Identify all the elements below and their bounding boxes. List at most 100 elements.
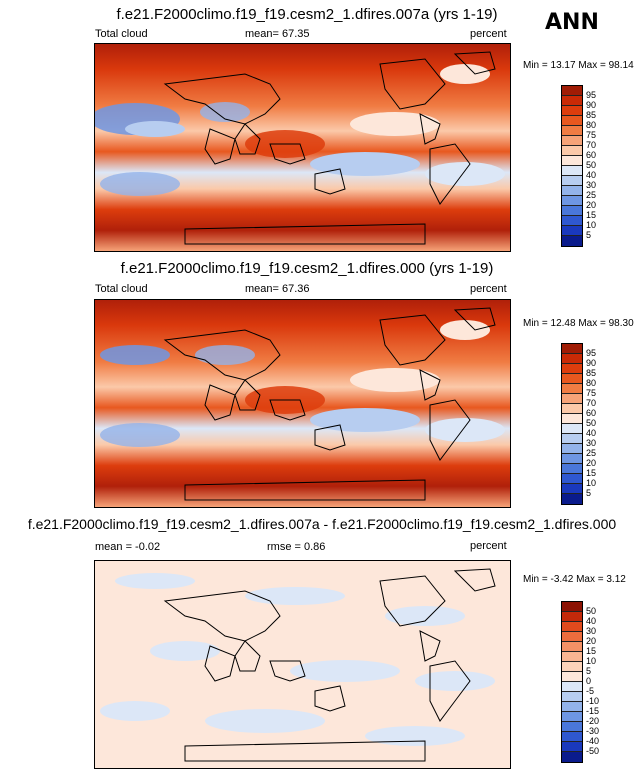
colorbar-tick-label: 75: [586, 388, 597, 398]
colorbar-tick-label: 20: [586, 458, 597, 468]
colorbar-swatch: [562, 136, 582, 146]
panel-2-minmax-label: Min = 12.48 Max = 98.30: [523, 318, 634, 329]
colorbar-tick-label: 25: [586, 190, 597, 200]
colorbar-swatch: [562, 216, 582, 226]
colorbar-tick-label: 30: [586, 626, 597, 636]
colorbar-swatch: [562, 622, 582, 632]
panel-1-units-label: percent: [470, 28, 507, 40]
colorbar-tick-label: 90: [586, 100, 597, 110]
colorbar-swatch: [562, 434, 582, 444]
colorbar-tick-label: 85: [586, 368, 597, 378]
colorbar-swatch: [562, 642, 582, 652]
colorbar-tick-label: 5: [586, 666, 592, 676]
panel-2-units-label: percent: [470, 283, 507, 295]
colorbar-swatch: [562, 226, 582, 236]
colorbar-swatch: [562, 454, 582, 464]
colorbar-tick-label: 70: [586, 398, 597, 408]
panel-3-minmax-label: Min = -3.42 Max = 3.12: [523, 574, 626, 585]
colorbar-swatch: [562, 682, 582, 692]
colorbar-tick-label: 10: [586, 478, 597, 488]
colorbar-tick-label: 40: [586, 428, 597, 438]
panel-3-map: [94, 560, 511, 769]
colorbar-tick-label: 30: [586, 180, 597, 190]
colorbar-tick-label: 15: [586, 210, 597, 220]
colorbar-swatch: [562, 236, 582, 246]
colorbar-tick-label: -40: [586, 736, 600, 746]
colorbar-tick-label: 50: [586, 418, 597, 428]
colorbar-swatch: [562, 652, 582, 662]
panel-1-map: [94, 43, 511, 252]
colorbar-tick-label: 5: [586, 230, 592, 240]
colorbar-swatch: [562, 116, 582, 126]
colorbar-tick-label: 60: [586, 408, 597, 418]
colorbar-tick-label: -30: [586, 726, 600, 736]
panel-1-title: f.e21.F2000climo.f19_f19.cesm2_1.dfires.…: [116, 6, 498, 23]
colorbar-swatch: [562, 354, 582, 364]
colorbar-swatch: [562, 484, 582, 494]
colorbar-tick-label: 80: [586, 378, 597, 388]
colorbar-tick-label: 20: [586, 200, 597, 210]
colorbar-swatch: [562, 702, 582, 712]
panel-3-rmse-label: rmse = 0.86: [267, 541, 326, 553]
panel-2-colorbar: [561, 343, 583, 505]
colorbar-swatch: [562, 414, 582, 424]
panel-3-units-label: percent: [470, 540, 507, 552]
colorbar-tick-label: 80: [586, 120, 597, 130]
panel-2-variable-label: Total cloud: [95, 283, 148, 295]
colorbar-swatch: [562, 166, 582, 176]
colorbar-tick-label: 20: [586, 636, 597, 646]
colorbar-swatch: [562, 752, 582, 762]
colorbar-swatch: [562, 692, 582, 702]
colorbar-tick-label: 60: [586, 150, 597, 160]
colorbar-tick-label: 50: [586, 160, 597, 170]
colorbar-swatch: [562, 742, 582, 752]
colorbar-tick-label: 10: [586, 656, 597, 666]
colorbar-swatch: [562, 344, 582, 354]
colorbar-swatch: [562, 106, 582, 116]
colorbar-tick-label: 0: [586, 676, 592, 686]
colorbar-tick-label: 30: [586, 438, 597, 448]
colorbar-tick-label: -5: [586, 686, 595, 696]
colorbar-tick-label: 75: [586, 130, 597, 140]
panel-1-colorbar: [561, 85, 583, 247]
colorbar-tick-label: 95: [586, 348, 597, 358]
panel-2-map: [94, 299, 511, 508]
panel-3-mean-label: mean = -0.02: [95, 541, 161, 553]
colorbar-tick-label: 40: [586, 170, 597, 180]
colorbar-tick-label: 95: [586, 90, 597, 100]
colorbar-tick-label: 70: [586, 140, 597, 150]
colorbar-swatch: [562, 186, 582, 196]
colorbar-swatch: [562, 196, 582, 206]
colorbar-swatch: [562, 464, 582, 474]
colorbar-tick-label: 10: [586, 220, 597, 230]
colorbar-tick-label: 50: [586, 606, 597, 616]
colorbar-swatch: [562, 146, 582, 156]
colorbar-swatch: [562, 364, 582, 374]
colorbar-swatch: [562, 394, 582, 404]
colorbar-swatch: [562, 732, 582, 742]
panel-1-variable-label: Total cloud: [95, 28, 148, 40]
colorbar-tick-label: 90: [586, 358, 597, 368]
colorbar-tick-label: -20: [586, 716, 600, 726]
colorbar-tick-label: -15: [586, 706, 600, 716]
colorbar-tick-label: 25: [586, 448, 597, 458]
colorbar-swatch: [562, 474, 582, 484]
colorbar-tick-label: 15: [586, 646, 597, 656]
panel-3-title: f.e21.F2000climo.f19_f19.cesm2_1.dfires.…: [27, 516, 617, 532]
colorbar-swatch: [562, 662, 582, 672]
colorbar-tick-label: 40: [586, 616, 597, 626]
colorbar-swatch: [562, 632, 582, 642]
colorbar-tick-label: -50: [586, 746, 600, 756]
colorbar-swatch: [562, 602, 582, 612]
colorbar-swatch: [562, 96, 582, 106]
panel-1-minmax-label: Min = 13.17 Max = 98.14: [523, 60, 634, 71]
panel-2-title: f.e21.F2000climo.f19_f19.cesm2_1.dfires.…: [120, 260, 494, 277]
colorbar-swatch: [562, 424, 582, 434]
colorbar-swatch: [562, 444, 582, 454]
colorbar-swatch: [562, 672, 582, 682]
panel-3-colorbar: [561, 601, 583, 763]
panel-1-mean-label: mean= 67.35: [245, 28, 310, 40]
colorbar-swatch: [562, 494, 582, 504]
colorbar-tick-label: 15: [586, 468, 597, 478]
panel-2-mean-label: mean= 67.36: [245, 283, 310, 295]
